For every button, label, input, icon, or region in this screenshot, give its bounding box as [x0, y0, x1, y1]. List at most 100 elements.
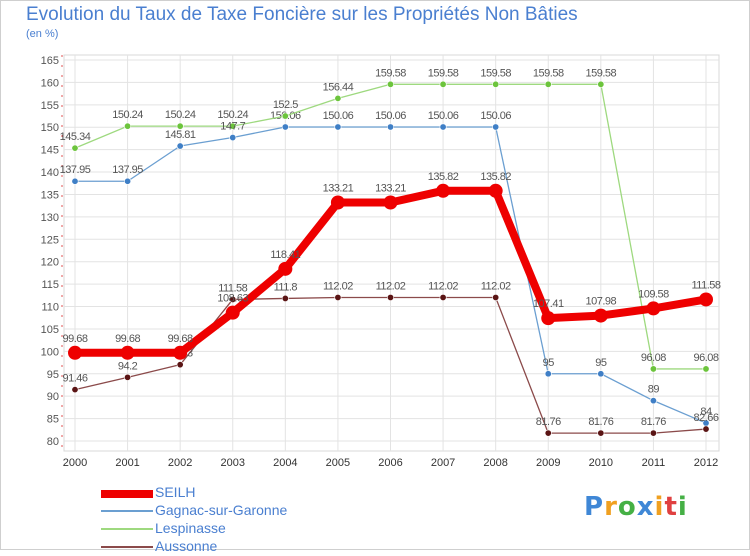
data-label-aussonne: 81.76 — [641, 416, 666, 428]
logo-letter: t — [664, 492, 678, 522]
data-point-gagnac-sur-garonne — [334, 123, 342, 131]
data-point-lespinasse — [334, 94, 342, 102]
data-label-aussonne: 112.02 — [376, 280, 406, 292]
data-point-aussonne — [702, 425, 710, 433]
data-point-aussonne — [334, 293, 342, 301]
y-tick-label: 85 — [47, 414, 59, 426]
data-point-gagnac-sur-garonne — [386, 123, 394, 131]
data-point-lespinasse — [281, 112, 289, 120]
legend-label-aussonne: Aussonne — [155, 538, 218, 554]
y-tick-label: 95 — [47, 369, 59, 381]
y-tick-label: 140 — [41, 167, 59, 179]
x-tick-label: 2000 — [63, 457, 87, 469]
data-label-gagnac-sur-garonne: 150.06 — [480, 110, 511, 122]
data-label-lespinasse: 159.58 — [375, 67, 406, 79]
data-label-gagnac-sur-garonne: 150.06 — [323, 110, 354, 122]
y-axis-unit: (en %) — [26, 28, 59, 40]
data-label-seilh: 111.58 — [691, 279, 720, 291]
y-tick-label: 150 — [41, 122, 59, 134]
x-tick-label: 2011 — [642, 457, 666, 469]
data-point-gagnac-sur-garonne — [492, 123, 500, 131]
data-point-aussonne — [544, 429, 552, 437]
data-point-lespinasse — [71, 144, 79, 152]
data-point-gagnac-sur-garonne — [71, 177, 79, 185]
logo-letter: x — [636, 492, 655, 522]
y-tick-label: 160 — [41, 77, 59, 89]
data-point-seilh — [436, 183, 451, 198]
proxiti-logo[interactable]: Proxiti — [584, 492, 688, 522]
data-point-gagnac-sur-garonne — [649, 397, 657, 405]
data-label-aussonne: 111.58 — [218, 282, 247, 294]
data-point-aussonne — [124, 373, 132, 381]
data-point-seilh — [699, 292, 713, 307]
data-point-aussonne — [492, 293, 500, 301]
data-point-seilh — [541, 311, 556, 326]
data-point-lespinasse — [176, 122, 184, 130]
data-point-seilh — [120, 345, 135, 360]
x-tick-label: 2003 — [221, 457, 245, 469]
data-point-lespinasse — [229, 122, 237, 130]
data-point-gagnac-sur-garonne — [281, 123, 289, 131]
data-label-seilh: 107.98 — [586, 296, 617, 308]
data-label-gagnac-sur-garonne: 95 — [543, 357, 555, 369]
legend-label-gagnac: Gagnac-sur-Garonne — [155, 502, 288, 518]
data-label-gagnac-sur-garonne: 95 — [595, 357, 607, 369]
data-point-seilh — [488, 183, 503, 198]
data-label-gagnac-sur-garonne: 137.95 — [60, 164, 91, 176]
data-point-gagnac-sur-garonne — [229, 134, 237, 142]
data-label-lespinasse: 150.24 — [165, 109, 196, 121]
data-point-aussonne — [176, 361, 184, 369]
x-tick-label: 2006 — [378, 457, 402, 469]
data-label-seilh: 99.68 — [168, 333, 193, 345]
data-label-lespinasse: 150.24 — [217, 109, 248, 121]
data-point-seilh — [646, 301, 661, 316]
y-tick-label: 110 — [41, 302, 59, 314]
data-label-lespinasse: 159.58 — [428, 67, 459, 79]
legend-swatch-seilh — [101, 490, 153, 498]
data-point-seilh — [68, 345, 82, 360]
data-label-seilh: 135.82 — [480, 171, 511, 183]
data-label-gagnac-sur-garonne: 84 — [700, 406, 712, 418]
x-tick-label: 2009 — [536, 457, 560, 469]
y-tick-label: 80 — [47, 436, 59, 448]
data-label-aussonne: 94.2 — [118, 360, 138, 372]
data-label-aussonne: 111.8 — [274, 281, 298, 293]
data-point-lespinasse — [702, 365, 710, 373]
data-label-gagnac-sur-garonne: 150.06 — [428, 110, 459, 122]
x-tick-label: 2005 — [326, 457, 350, 469]
data-point-gagnac-sur-garonne — [597, 370, 605, 378]
x-tick-label: 2002 — [168, 457, 192, 469]
data-label-aussonne: 112.02 — [481, 280, 511, 292]
data-label-gagnac-sur-garonne: 150.06 — [375, 110, 406, 122]
data-label-aussonne: 112.02 — [428, 280, 458, 292]
data-label-gagnac-sur-garonne: 89 — [648, 384, 660, 396]
data-point-aussonne — [649, 429, 657, 437]
data-point-lespinasse — [492, 80, 500, 88]
data-label-lespinasse: 152.5 — [273, 99, 298, 111]
line-chart: 80 85 90 95 100 105 110 115 120 125 130 135 140 145 15… — [41, 54, 721, 469]
logo-letter: i — [677, 492, 688, 522]
data-point-lespinasse — [439, 80, 447, 88]
data-point-aussonne — [281, 294, 289, 302]
data-point-gagnac-sur-garonne — [124, 177, 132, 185]
data-point-lespinasse — [649, 365, 657, 373]
data-label-gagnac-sur-garonne: 145.81 — [165, 129, 196, 141]
data-label-seilh: 135.82 — [428, 171, 459, 183]
y-tick-label: 125 — [41, 234, 59, 246]
logo-letter: P — [584, 492, 605, 522]
data-point-gagnac-sur-garonne — [544, 370, 552, 378]
data-label-seilh: 107.41 — [533, 298, 564, 310]
data-label-seilh: 108.63 — [217, 293, 248, 305]
data-point-aussonne — [229, 295, 237, 303]
y-tick-label: 105 — [41, 324, 59, 336]
y-tick-label: 165 — [41, 55, 59, 67]
y-tick-label: 120 — [41, 257, 59, 269]
logo-letter: o — [617, 492, 637, 522]
data-point-lespinasse — [597, 80, 605, 88]
y-tick-label: 115 — [41, 279, 59, 291]
legend-swatch-lespinasse — [101, 528, 153, 530]
legend-label-lespinasse: Lespinasse — [155, 520, 226, 536]
data-label-seilh: 118.41 — [270, 249, 300, 261]
data-point-aussonne — [439, 293, 447, 301]
